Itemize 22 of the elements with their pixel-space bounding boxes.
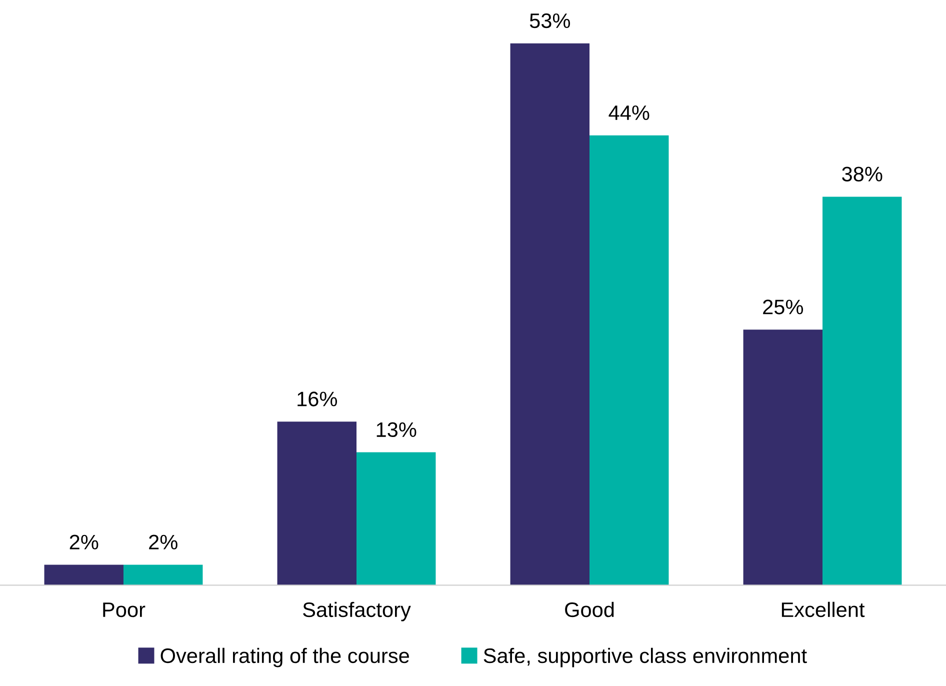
x-tick-label: Satisfactory xyxy=(303,602,411,622)
bar xyxy=(277,422,356,586)
x-tick-label: Good xyxy=(565,602,614,618)
legend-label: Safe, supportive class environment xyxy=(484,648,807,668)
data-label: 25% xyxy=(763,300,804,314)
data-label: 2% xyxy=(70,534,98,550)
x-tick-label: Poor xyxy=(103,602,146,618)
bar xyxy=(590,135,669,586)
data-label: 16% xyxy=(298,392,337,406)
bar xyxy=(356,452,436,586)
bar xyxy=(123,564,203,586)
bar xyxy=(510,43,590,586)
data-label: 13% xyxy=(376,422,416,438)
data-label: 2% xyxy=(149,534,178,550)
bar xyxy=(822,196,902,586)
bar xyxy=(743,330,823,586)
data-label: 44% xyxy=(608,105,650,120)
legend-label: Overall rating of the course xyxy=(160,648,409,668)
data-label: 38% xyxy=(842,166,882,182)
data-label: 53% xyxy=(530,13,570,28)
x-tick-label: Excellent xyxy=(782,602,865,618)
bar xyxy=(44,564,124,586)
